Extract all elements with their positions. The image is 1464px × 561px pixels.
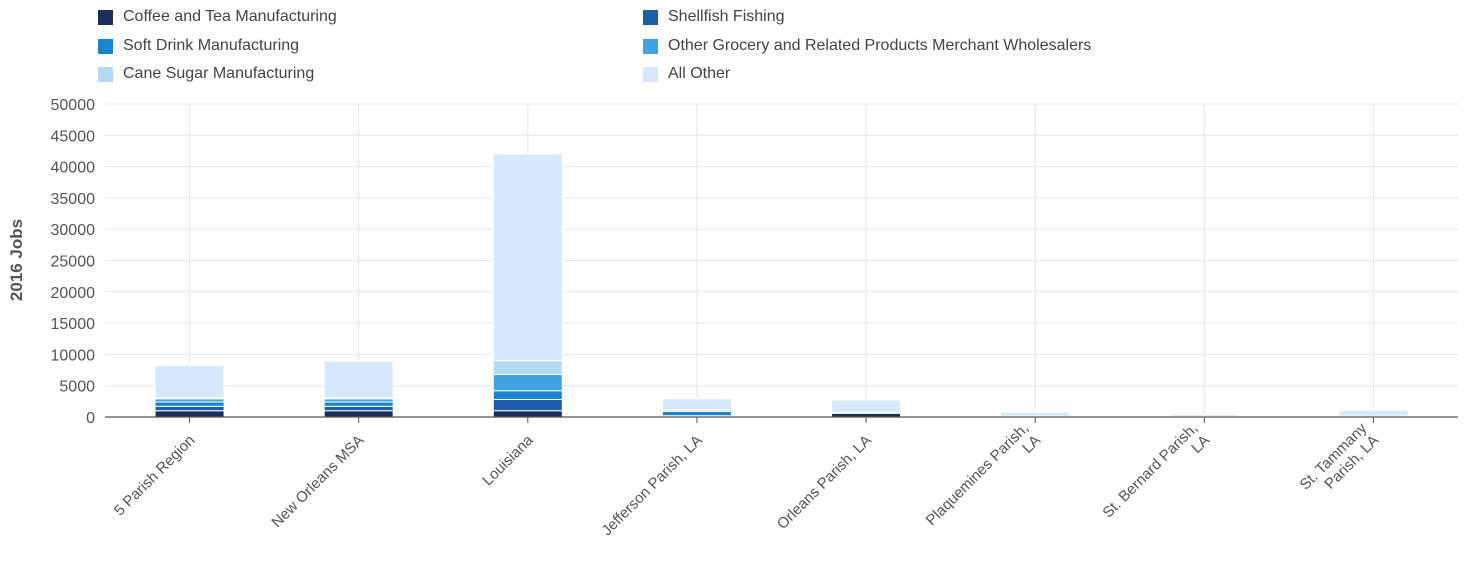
bar-segment-soft-drink-manufacturing[interactable] bbox=[661, 410, 732, 417]
legend-swatch bbox=[643, 38, 658, 54]
y-tick-label: 40000 bbox=[51, 160, 96, 177]
y-tick-label: 35000 bbox=[51, 191, 96, 208]
y-tick-label: 0 bbox=[86, 410, 95, 427]
legend-item-soft-drink-manufacturing[interactable]: Soft Drink Manufacturing bbox=[98, 37, 299, 55]
x-tick-label: Orleans Parish, LA bbox=[774, 432, 875, 533]
y-tick-label: 20000 bbox=[51, 285, 96, 302]
x-tick-label: Louisiana bbox=[479, 431, 537, 489]
x-tick-label: Plaquemines Parish,LA bbox=[923, 420, 1044, 541]
bar-segment-cane-sugar-manufacturing[interactable] bbox=[492, 360, 563, 375]
bar-segment-other-grocery-and-related-products-merchant-wholesalers[interactable] bbox=[492, 373, 563, 392]
bar-segment-all-other[interactable] bbox=[323, 360, 394, 399]
legend-item-coffee-and-tea-manufacturing[interactable]: Coffee and Tea Manufacturing bbox=[98, 8, 337, 26]
y-tick-label: 25000 bbox=[51, 254, 96, 271]
legend-item-all-other[interactable]: All Other bbox=[643, 65, 730, 83]
legend-swatch bbox=[98, 38, 113, 54]
x-tick-label: New Orleans MSA bbox=[268, 432, 367, 531]
bar-segment-coffee-and-tea-manufacturing[interactable] bbox=[492, 410, 563, 418]
y-tick-label: 50000 bbox=[51, 97, 96, 114]
legend-item-other-grocery-and-related-products-merchant-wholesalers[interactable]: Other Grocery and Related Products Merch… bbox=[643, 37, 1091, 55]
bar-segment-soft-drink-manufacturing[interactable] bbox=[154, 401, 225, 407]
y-tick-label: 45000 bbox=[51, 128, 96, 145]
y-tick-label: 5000 bbox=[59, 379, 95, 396]
legend-label: Shellfish Fishing bbox=[668, 8, 785, 25]
x-tick-label: Jefferson Parish, LA bbox=[598, 432, 705, 539]
legend-label: Other Grocery and Related Products Merch… bbox=[668, 37, 1092, 54]
y-axis-label: 2016 Jobs bbox=[7, 219, 26, 301]
legend-label: Cane Sugar Manufacturing bbox=[123, 65, 315, 82]
legend: Coffee and Tea Manufacturing Shellfish Fi… bbox=[0, 0, 1464, 96]
y-tick-label: 15000 bbox=[51, 316, 96, 333]
bar-segment-all-other[interactable] bbox=[154, 365, 225, 399]
legend-item-shellfish-fishing[interactable]: Shellfish Fishing bbox=[643, 8, 785, 26]
y-tick-label: 10000 bbox=[51, 347, 96, 364]
bar-segment-soft-drink-manufacturing[interactable] bbox=[492, 390, 563, 400]
legend-label: Coffee and Tea Manufacturing bbox=[123, 8, 337, 25]
legend-swatch bbox=[643, 9, 658, 25]
bar-segment-all-other[interactable] bbox=[661, 398, 732, 410]
bar-segment-shellfish-fishing[interactable] bbox=[323, 405, 394, 412]
bar-segment-all-other[interactable] bbox=[492, 153, 563, 362]
legend-swatch bbox=[643, 66, 658, 82]
legend-item-cane-sugar-manufacturing[interactable]: Cane Sugar Manufacturing bbox=[98, 65, 314, 83]
bar-segment-shellfish-fishing[interactable] bbox=[492, 398, 563, 412]
legend-label: All Other bbox=[668, 65, 731, 82]
x-tick-label: 5 Parish Region bbox=[111, 432, 198, 519]
bar-segment-soft-drink-manufacturing[interactable] bbox=[323, 401, 394, 407]
legend-label: Soft Drink Manufacturing bbox=[123, 37, 300, 54]
bar-segment-all-other[interactable] bbox=[1000, 411, 1071, 417]
y-tick-label: 30000 bbox=[51, 222, 96, 239]
bar-segment-all-other[interactable] bbox=[831, 399, 902, 413]
bar-segment-coffee-and-tea-manufacturing[interactable] bbox=[154, 410, 225, 418]
bar-segment-shellfish-fishing[interactable] bbox=[154, 405, 225, 412]
bar-segment-all-other[interactable] bbox=[1338, 409, 1409, 417]
legend-swatch bbox=[98, 66, 113, 82]
legend-swatch bbox=[98, 9, 113, 25]
bar-segment-all-other[interactable] bbox=[1169, 414, 1240, 417]
bar-segment-coffee-and-tea-manufacturing[interactable] bbox=[323, 410, 394, 418]
x-tick-label: St. TammanyParish, LA bbox=[1297, 419, 1383, 505]
x-tick-label: St. Bernard Parish,LA bbox=[1099, 420, 1213, 534]
